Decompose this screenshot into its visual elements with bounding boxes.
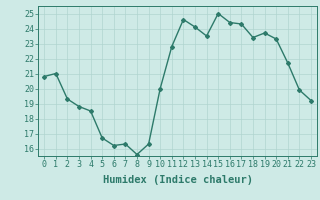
X-axis label: Humidex (Indice chaleur): Humidex (Indice chaleur) — [103, 175, 252, 185]
